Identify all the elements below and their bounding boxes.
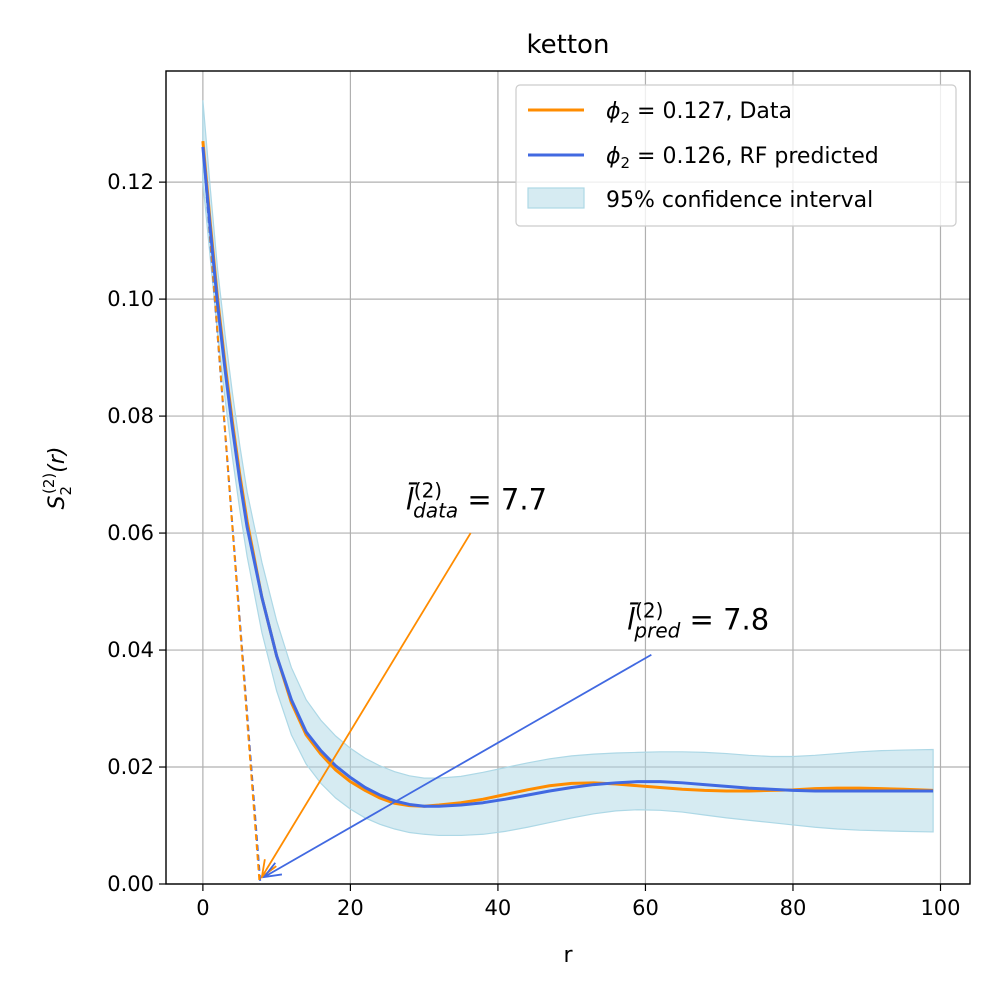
annotation-data-label: l̄(2) data = 7.7: [406, 479, 547, 523]
y-tick-label: 0.06: [107, 521, 154, 545]
y-axis-label: S2(2)(r): [40, 447, 75, 510]
confidence-band: [202, 100, 934, 837]
x-tick-label: 60: [632, 896, 659, 920]
y-tick-label: 0.08: [107, 404, 154, 428]
y-tick-label: 0.12: [107, 170, 154, 194]
y-tick-label: 0.00: [107, 872, 154, 896]
annotation-pred-rest: = 7.8: [680, 603, 769, 637]
y-axis-label-sub: 2: [57, 486, 75, 496]
legend: ϕ2 = 0.127, Data ϕ2 = 0.126, RF predicte…: [515, 84, 957, 227]
annotation-arrow-pred: [263, 653, 652, 878]
series-line-rf-predicted: [201, 146, 934, 808]
legend-data-symbol: ϕ: [606, 99, 621, 124]
x-tick-label: 0: [196, 896, 209, 920]
annotation-pred-sup: (2): [635, 599, 663, 623]
legend-entry-pred: ϕ2 = 0.126, RF predicted: [606, 144, 879, 172]
x-tick-label: 20: [337, 896, 364, 920]
x-tick-label: 40: [485, 896, 512, 920]
legend-box: [515, 84, 957, 227]
y-axis-label-sup: (2): [40, 473, 58, 494]
legend-pred-symbol: ϕ: [606, 144, 621, 169]
tangent-line: [201, 141, 261, 885]
annotation-pred-label: l̄(2) pred = 7.8: [627, 599, 769, 643]
y-tick-label: 0.10: [107, 287, 154, 311]
y-axis-label-base: S: [45, 495, 70, 509]
annotation-data-sup: (2): [414, 479, 442, 503]
y-tick-label: 0.02: [107, 755, 154, 779]
legend-data-rest: = 0.127, Data: [630, 99, 792, 124]
y-axis-label-suffix: (r): [45, 447, 70, 473]
legend-entry-data: ϕ2 = 0.127, Data: [606, 99, 792, 127]
annotation-data-rest: = 7.7: [458, 483, 547, 517]
plot-area: [201, 100, 934, 885]
legend-pred-rest: = 0.126, RF predicted: [630, 144, 879, 169]
x-tick-label: 100: [920, 896, 960, 920]
annotation-data-sub: data: [413, 499, 458, 523]
annotation-arrowhead-data: [260, 859, 277, 880]
legend-entry-band: 95% confidence interval: [606, 188, 873, 213]
annotation-arrowhead-pred: [261, 862, 283, 879]
legend-data-sub: 2: [621, 109, 631, 127]
x-tick-label: 80: [780, 896, 807, 920]
axes-frame: [165, 70, 971, 885]
y-tick-label: 0.04: [107, 638, 154, 662]
annotation-pred-sub: pred: [633, 619, 680, 643]
ticks: 0 20 40 60 80 100 0.00 0.02 0.04 0.06 0.08 0.10 0.12: [107, 170, 960, 920]
grid: [166, 71, 970, 885]
chart-title: ketton: [527, 30, 610, 60]
legend-pred-sub: 2: [621, 154, 631, 172]
annotations: l̄(2) data = 7.7 l̄(2) pred = 7.8: [406, 479, 769, 643]
x-axis-label: r: [563, 943, 573, 968]
legend-swatch-band: [527, 187, 585, 209]
annotation-arrow-data: [261, 532, 472, 878]
